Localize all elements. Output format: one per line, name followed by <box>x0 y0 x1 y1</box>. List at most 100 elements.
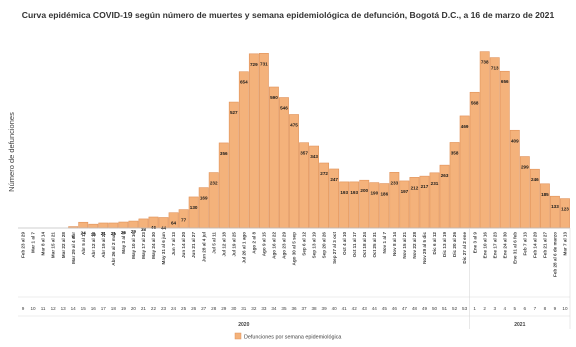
x-tick-label: Ago 30 al 5 sep <box>292 232 297 266</box>
week-number-label: 37 <box>301 306 307 311</box>
week-number-label: 46 <box>392 306 398 311</box>
week-number-label: 22 <box>151 306 157 311</box>
data-label: 568 <box>471 100 479 105</box>
data-label: 247 <box>330 177 338 182</box>
x-tick-label: Jul 19 al 25 <box>231 232 236 257</box>
week-number-label: 9 <box>554 306 557 311</box>
x-tick-label: Ago 16 al 22 <box>272 232 277 259</box>
x-tick-label: Jun 14 al 20 <box>181 232 186 258</box>
data-label: 185 <box>541 192 549 197</box>
week-number-label: 47 <box>402 306 408 311</box>
data-label: 731 <box>260 61 268 66</box>
data-label: 729 <box>250 62 258 67</box>
week-number-label: 19 <box>121 306 127 311</box>
week-number-label: 17 <box>101 306 107 311</box>
week-number-label: 8 <box>544 306 547 311</box>
data-label: 197 <box>401 189 409 194</box>
x-tick-label: Nov 1 al 7 <box>382 232 387 254</box>
week-number-label: 43 <box>362 306 368 311</box>
bar <box>499 70 510 229</box>
x-tick-label: Dic 20 al 26 <box>452 232 457 257</box>
data-label: 713 <box>491 66 499 71</box>
data-label: 200 <box>360 188 368 193</box>
week-number-label: 7 <box>534 306 537 311</box>
x-tick-label: Feb 23 al 29 <box>21 232 26 258</box>
data-label: 475 <box>290 122 298 127</box>
week-number-label: 12 <box>51 306 57 311</box>
legend: Defunciones por semana epidemiológica <box>234 332 341 341</box>
legend-label: Defunciones por semana epidemiológica <box>244 335 341 341</box>
year-group-label: 2021 <box>514 322 525 328</box>
week-number-label: 40 <box>332 306 338 311</box>
week-number-label: 50 <box>432 306 438 311</box>
week-number-label: 4 <box>503 306 506 311</box>
data-label: 123 <box>561 207 569 212</box>
data-label: 357 <box>300 151 308 156</box>
bar <box>238 71 249 229</box>
week-number-label: 15 <box>81 306 87 311</box>
x-tick-label: Nov 22 al 28 <box>412 232 417 259</box>
week-number-label: 35 <box>281 306 287 311</box>
x-tick-label: Feb 14 al 20 <box>532 232 537 258</box>
x-tick-label: May 31 al 6 jun <box>161 232 166 265</box>
week-number-label: 6 <box>524 306 527 311</box>
x-tick-label: Feb 21 al 27 <box>543 232 548 258</box>
data-label: 169 <box>200 196 208 201</box>
x-tick-label: Nov 8 al 14 <box>392 232 397 256</box>
week-number-label: 38 <box>312 306 318 311</box>
data-label: 193 <box>350 190 358 195</box>
data-label: 77 <box>181 218 187 223</box>
data-label: 193 <box>340 190 348 195</box>
x-tick-label: May 17 al 23 <box>141 232 146 259</box>
week-number-label: 21 <box>141 306 147 311</box>
x-tick-label: Dic 6 al 12 <box>432 232 437 255</box>
x-axis: Feb 23 al 29 9 Mar 1 al 7 10 Mar 8 al 14 11 Ma… <box>18 227 571 329</box>
week-number-label: 52 <box>452 306 458 311</box>
bar <box>118 221 129 229</box>
week-number-label: 23 <box>161 306 167 311</box>
x-tick-label: Abr 12 al 18 <box>91 232 96 258</box>
x-tick-label: Oct 25 al 31 <box>372 232 377 258</box>
x-tick-label: Feb 28 al 6 de marzo <box>553 232 558 277</box>
week-number-label: 39 <box>322 306 328 311</box>
data-label: 186 <box>380 192 388 197</box>
bar <box>459 115 470 229</box>
data-label: 6 <box>72 235 75 240</box>
x-tick-label: Mar 7 al 13 <box>563 232 568 256</box>
data-label: 29 <box>131 229 137 234</box>
bar <box>98 222 109 229</box>
data-label: 546 <box>280 106 288 111</box>
x-tick-label: Jul 12 al 18 <box>221 232 226 257</box>
x-tick-label: Ago 23 al 29 <box>282 232 287 259</box>
x-tick-label: Abr 26 al 2 may <box>111 232 116 266</box>
data-label: 16 <box>91 232 97 237</box>
x-tick-label: Ene 3 al 9 <box>472 232 477 254</box>
data-label: 246 <box>531 177 539 182</box>
bar <box>279 97 289 229</box>
x-tick-label: Dic 13 al 19 <box>442 232 447 257</box>
year-group-label: 2020 <box>238 322 249 328</box>
week-number-label: 42 <box>352 306 358 311</box>
x-tick-label: Mar 29 al 4 abr <box>71 232 76 264</box>
week-number-label: 32 <box>251 306 257 311</box>
data-label: 590 <box>270 95 278 100</box>
x-tick-label: Oct 4 al 10 <box>342 232 347 255</box>
x-tick-label: Dic 27 al 2 ene <box>462 232 467 264</box>
x-tick-label: Sep 6 al 12 <box>302 232 307 256</box>
x-tick-label: Oct 11 al 17 <box>352 232 357 258</box>
data-label: 212 <box>411 185 419 190</box>
x-tick-label: Nov 29 al 5 dic <box>422 232 427 264</box>
data-label: 263 <box>441 173 449 178</box>
data-label: 130 <box>190 205 198 210</box>
data-label: 356 <box>220 151 228 156</box>
week-number-label: 27 <box>201 306 207 311</box>
data-label: 358 <box>451 150 459 155</box>
week-number-label: 45 <box>382 306 388 311</box>
week-number-label: 34 <box>271 306 277 311</box>
data-label: 21 <box>111 231 117 236</box>
week-number-label: 10 <box>562 306 568 311</box>
data-label: 232 <box>210 181 218 186</box>
week-number-label: 1 <box>473 306 476 311</box>
bar <box>539 183 550 229</box>
x-tick-label: Ene 17 al 23 <box>492 232 497 259</box>
